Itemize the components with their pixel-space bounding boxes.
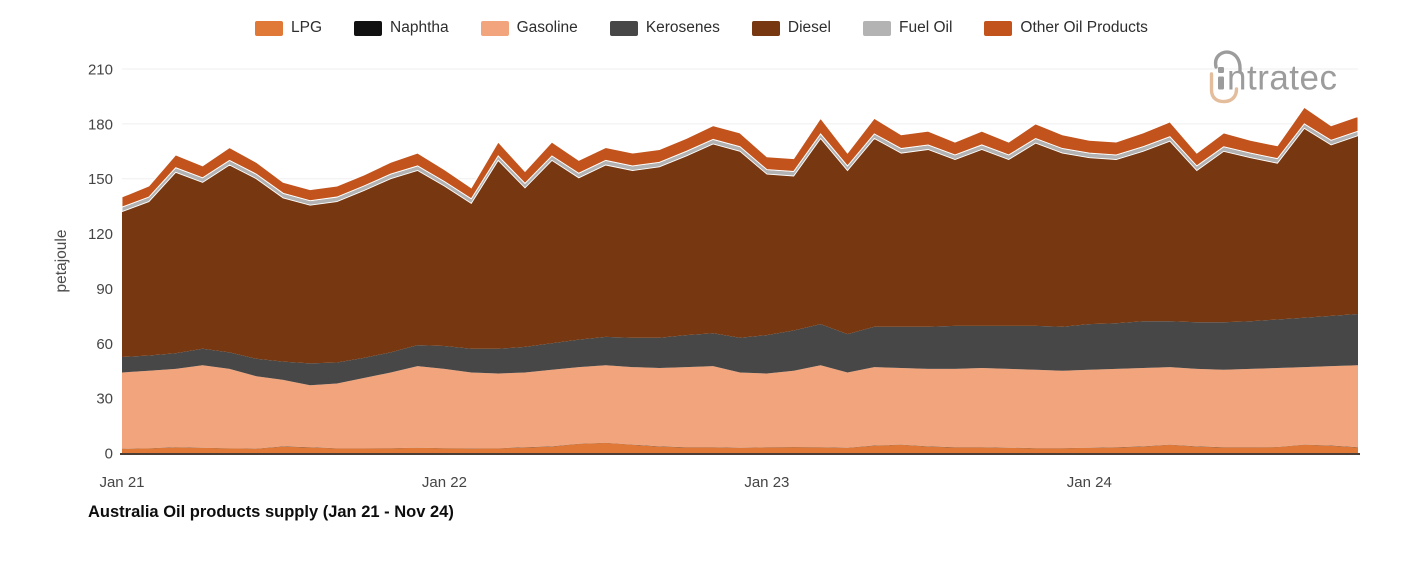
y-tick-label: 150 xyxy=(88,171,113,188)
legend-item-fuel-oil[interactable]: Fuel Oil xyxy=(863,20,952,36)
fuel-oil-swatch-icon xyxy=(863,20,891,36)
other-oil-products-area xyxy=(121,106,1359,208)
x-tick-label: Jan 23 xyxy=(744,474,789,491)
legend-label-gasoline: Gasoline xyxy=(516,19,578,36)
lpg-area xyxy=(122,442,1358,453)
y-tick-label: 210 xyxy=(88,62,113,79)
intratec-logo: ntratec xyxy=(1209,50,1338,104)
legend-item-kerosenes[interactable]: Kerosenes xyxy=(609,19,720,36)
y-tick-label: 30 xyxy=(96,391,113,408)
y-axis-title: petajoule xyxy=(53,230,70,293)
y-tick-label: 180 xyxy=(88,116,113,133)
legend-item-diesel[interactable]: Diesel xyxy=(751,19,831,36)
legend-label-naphtha: Naphtha xyxy=(390,19,449,36)
diesel-swatch-icon xyxy=(751,20,780,36)
legend-label-diesel: Diesel xyxy=(787,19,831,36)
y-tick-label: 120 xyxy=(88,226,113,243)
logo-i-dot-icon xyxy=(1218,67,1224,73)
kerosenes-swatch-icon xyxy=(609,20,638,36)
y-tick-label: 90 xyxy=(96,281,113,298)
x-tick-label: Jan 21 xyxy=(99,474,144,491)
y-tick-label: 0 xyxy=(105,446,113,463)
x-tick-label: Jan 24 xyxy=(1067,474,1112,491)
x-tick-label: Jan 22 xyxy=(422,474,467,491)
legend-label-kerosenes: Kerosenes xyxy=(645,19,720,36)
gasoline-area xyxy=(122,365,1358,449)
naphtha-area xyxy=(122,442,1358,449)
logo-bottom-arc-icon xyxy=(1209,72,1239,104)
lpg-swatch-icon xyxy=(255,20,283,36)
legend-item-naphtha[interactable]: Naphtha xyxy=(354,20,449,36)
gasoline-swatch-icon xyxy=(480,20,509,36)
logo-i-stem-icon xyxy=(1218,76,1224,90)
y-tick-label: 60 xyxy=(96,336,113,353)
chart-title: Australia Oil products supply (Jan 21 - … xyxy=(88,503,454,521)
other-oil-products-swatch-icon xyxy=(984,20,1013,36)
naphtha-swatch-icon xyxy=(354,20,383,36)
logo-wordmark: ntratec xyxy=(1227,59,1338,98)
diesel-area xyxy=(122,128,1358,364)
legend-label-other-oil-products: Other Oil Products xyxy=(1020,19,1148,36)
logo-top-arc-icon xyxy=(1213,50,1242,74)
legend-item-gasoline[interactable]: Gasoline xyxy=(480,19,578,36)
kerosenes-area xyxy=(122,314,1358,386)
chart-legend: LPG Naphtha Gasoline Kerosenes Diesel Fuel Oi… xyxy=(255,20,1148,36)
legend-label-lpg: LPG xyxy=(291,19,323,36)
legend-item-other-oil-products[interactable]: Other Oil Products xyxy=(984,20,1148,36)
legend-item-lpg[interactable]: LPG xyxy=(255,20,322,36)
legend-label-fuel-oil: Fuel Oil xyxy=(899,19,953,36)
